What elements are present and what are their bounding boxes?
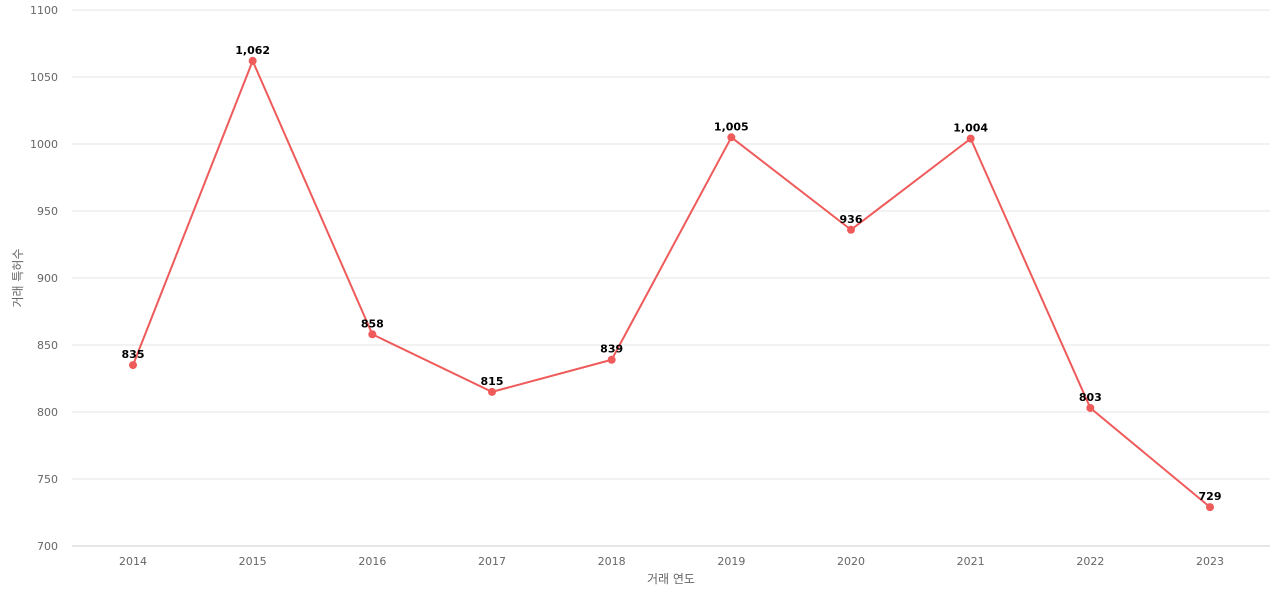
x-tick-label: 2023 <box>1196 555 1224 568</box>
x-tick-label: 2016 <box>358 555 386 568</box>
data-label: 1,005 <box>714 120 749 133</box>
x-tick-label: 2014 <box>119 555 147 568</box>
y-tick-label: 750 <box>37 473 58 486</box>
y-tick-label: 950 <box>37 205 58 218</box>
data-labels: 835 1,062 858 815 839 1,005 936 1,004 803 729 <box>122 44 1222 503</box>
data-point[interactable] <box>966 134 975 143</box>
data-label: 839 <box>600 343 623 356</box>
data-label: 803 <box>1079 391 1102 404</box>
y-tick-label: 800 <box>37 406 58 419</box>
data-point[interactable] <box>727 133 736 142</box>
y-tick-label: 1000 <box>30 138 58 151</box>
data-label: 1,062 <box>235 44 270 57</box>
series-layer <box>129 56 1214 512</box>
x-tick-label: 2021 <box>957 555 985 568</box>
data-label: 858 <box>361 317 384 330</box>
y-tick-label: 850 <box>37 339 58 352</box>
data-label: 1,004 <box>953 122 988 135</box>
y-tick-label: 1100 <box>30 4 58 17</box>
x-tick-label: 2017 <box>478 555 506 568</box>
data-point[interactable] <box>488 387 496 396</box>
gridlines <box>72 9 1270 547</box>
data-point[interactable] <box>368 330 377 339</box>
x-tick-label: 2022 <box>1076 555 1104 568</box>
data-point[interactable] <box>1086 403 1095 412</box>
y-axis-ticks: 700 750 800 850 900 950 1000 1050 1100 <box>30 4 58 553</box>
data-point[interactable] <box>248 56 257 65</box>
data-label: 729 <box>1199 490 1222 503</box>
data-point[interactable] <box>1206 503 1214 512</box>
y-tick-label: 700 <box>37 540 58 553</box>
x-tick-label: 2018 <box>598 555 626 568</box>
data-point[interactable] <box>607 355 616 364</box>
data-point[interactable] <box>847 225 855 234</box>
x-tick-label: 2020 <box>837 555 865 568</box>
x-tick-label: 2019 <box>717 555 745 568</box>
x-tick-label: 2015 <box>239 555 267 568</box>
data-point[interactable] <box>129 361 137 370</box>
y-tick-label: 1050 <box>30 71 58 84</box>
data-label: 936 <box>840 213 863 226</box>
y-axis-title: 거래 특허수 <box>11 248 25 307</box>
y-tick-label: 900 <box>37 272 58 285</box>
data-label: 815 <box>481 375 504 388</box>
x-axis-title: 거래 연도 <box>647 572 695 586</box>
series-line <box>132 59 1211 508</box>
x-axis-ticks: 2014 2015 2016 2017 2018 2019 2020 2021 2022 2023 <box>119 555 1224 568</box>
data-label: 835 <box>122 348 145 361</box>
